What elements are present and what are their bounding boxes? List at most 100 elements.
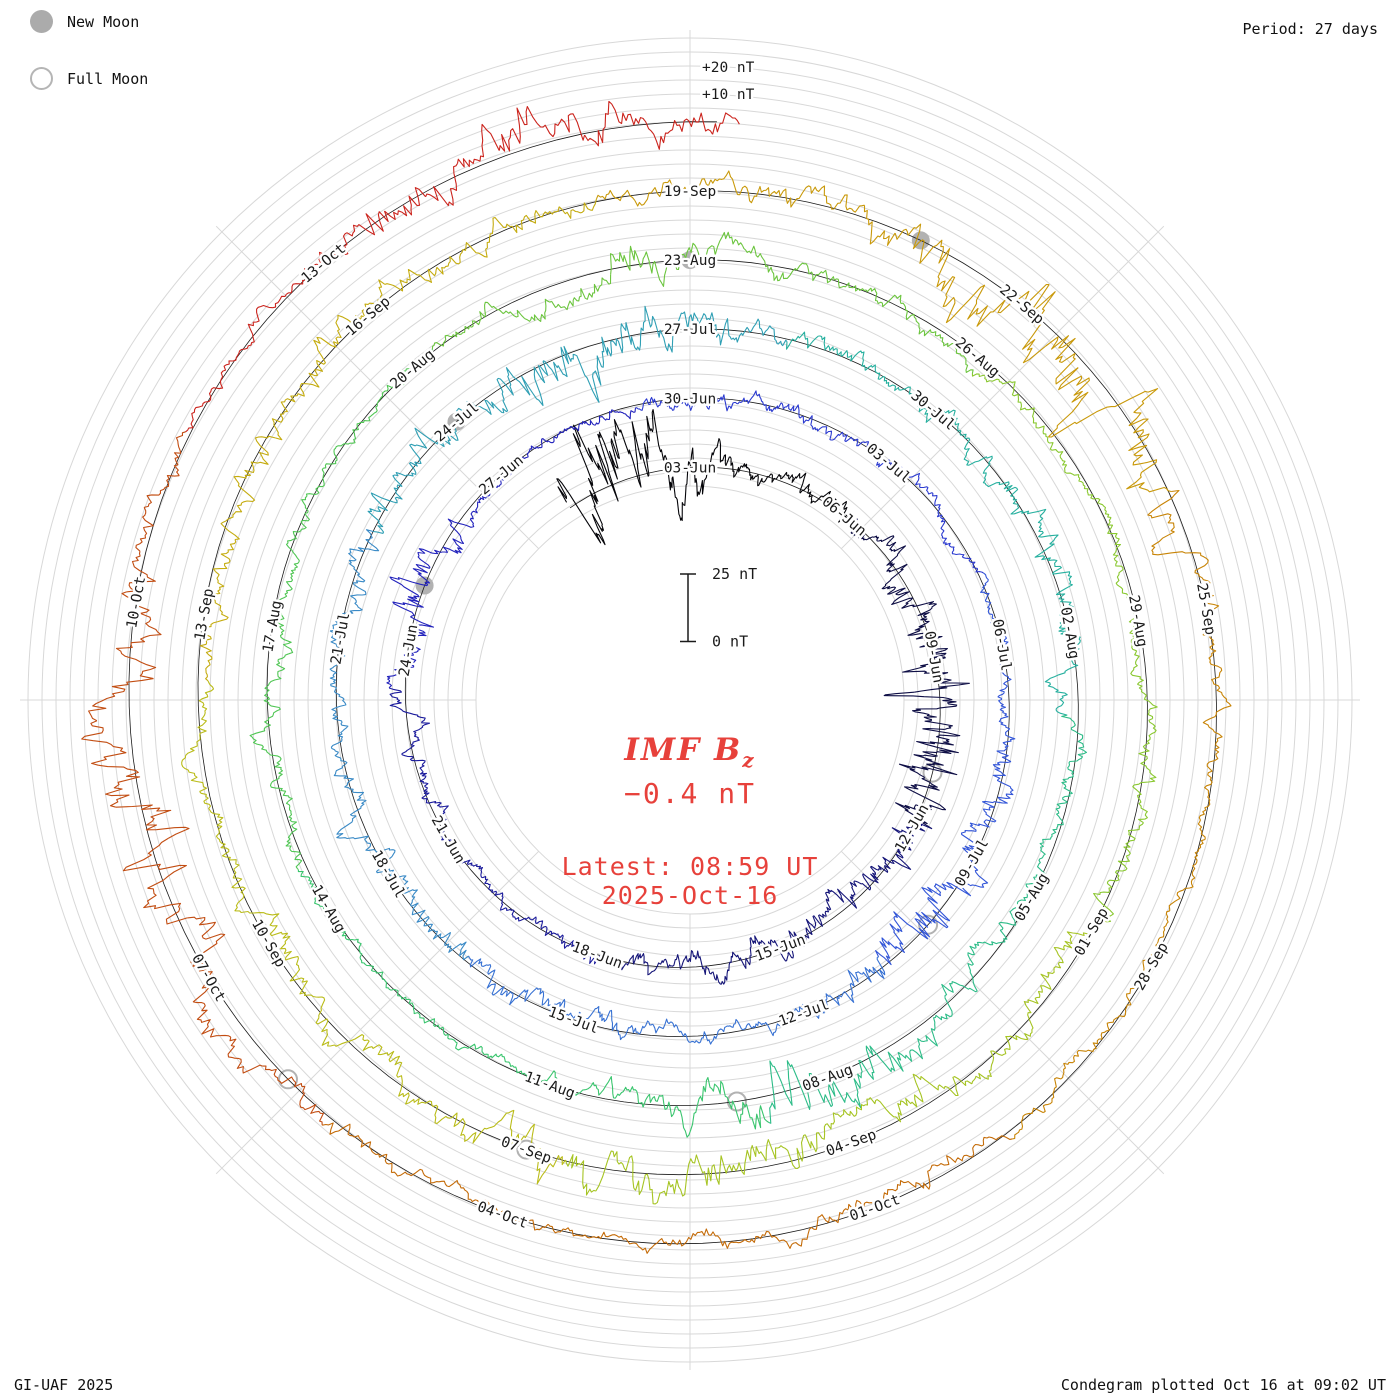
bz-trace-segment (741, 245, 773, 273)
bz-trace-segment (508, 1211, 549, 1231)
bz-trace-segment (870, 287, 902, 308)
grid-ring (405, 415, 975, 985)
bz-trace-segment (418, 1013, 445, 1033)
bz-trace-segment (1128, 616, 1138, 652)
bz-trace-segment (1053, 940, 1073, 971)
bz-trace-segment (398, 1089, 434, 1107)
date-label: 14-Aug (308, 882, 348, 935)
bz-trace-segment (822, 992, 845, 1011)
bz-trace-segment (233, 467, 256, 504)
bz-trace-segment (1123, 822, 1144, 856)
bz-trace-segment (1061, 714, 1084, 746)
bz-trace-segment (1052, 686, 1068, 716)
bz-trace-segment (969, 806, 997, 828)
grid-ring (167, 177, 1213, 1223)
bz-trace-segment (212, 539, 237, 572)
bz-trace-segment (733, 463, 752, 478)
bz-trace-segment (942, 540, 965, 558)
bz-trace-segment (1155, 910, 1170, 949)
bz-trace-segment (392, 601, 435, 628)
bz-trace-segment (287, 805, 298, 840)
bz-trace-segment (669, 112, 714, 135)
bz-trace-segment (828, 1078, 862, 1109)
bz-trace-segment (769, 402, 795, 413)
bz-trace-segment (181, 755, 208, 792)
plus10-nt-label: +10 nT (702, 87, 755, 103)
date-label: 27-Jun (476, 453, 526, 499)
bz-trace-segment (792, 404, 813, 426)
bz-trace-segment (704, 312, 732, 346)
bz-trace-segment (753, 935, 775, 952)
bz-trace-segment (659, 954, 681, 969)
bz-trace-segment (891, 822, 933, 837)
bz-trace-segment (996, 736, 1016, 763)
bz-trace-segment (1009, 381, 1029, 411)
bz-trace-segment (1142, 717, 1157, 753)
bz-trace-segment (584, 100, 627, 147)
bz-trace-segment (524, 298, 552, 322)
bz-trace-segment (613, 1086, 644, 1108)
bz-trace-segment (876, 535, 897, 552)
bz-trace-segment (652, 1018, 678, 1034)
bz-trace-segment (597, 419, 620, 480)
bz-trace-segment (88, 678, 154, 722)
bz-trace-segment (215, 824, 231, 861)
bz-trace-segment (1061, 772, 1074, 803)
chart-title: IMF Bz (440, 732, 940, 772)
bz-trace-segment (234, 893, 280, 920)
grid-ring (377, 387, 1003, 1013)
bz-trace-segment (786, 1060, 832, 1110)
bz-trace-segment (992, 761, 1012, 788)
bz-trace-segment (671, 178, 712, 194)
grid-ring (27, 37, 1353, 1363)
bz-trace-segment (376, 856, 407, 880)
bz-trace-segment (389, 576, 429, 604)
date-label: 12-Jul (777, 997, 832, 1030)
bz-trace-segment (284, 950, 308, 983)
bz-trace-segment (923, 329, 955, 348)
date-label: 03-Jul (863, 441, 913, 487)
bz-trace-segment (962, 845, 989, 885)
bz-trace-segment (419, 770, 429, 792)
bz-trace-segment (725, 1018, 752, 1031)
bz-trace-segment (584, 1076, 615, 1099)
bz-trace-segment (971, 373, 1011, 385)
bz-trace-segment (350, 582, 367, 612)
bz-trace-segment (346, 210, 389, 237)
bz-trace-segment (942, 284, 986, 324)
bz-trace-segment (972, 1135, 1013, 1154)
bz-trace-segment (494, 892, 509, 911)
bz-trace-segment (616, 421, 649, 488)
date-label: 28-Sep (1132, 940, 1172, 993)
bz-trace-segment (712, 112, 740, 135)
bz-trace-segment (1132, 784, 1148, 824)
date-label: 22-Sep (996, 282, 1046, 328)
date-label: 27-Jul (664, 322, 716, 338)
bz-trace-segment (672, 1086, 705, 1138)
bz-trace-segment (883, 691, 958, 710)
bz-trace-segment (900, 302, 924, 335)
bz-trace-segment (1039, 828, 1057, 856)
bz-trace-segment (249, 714, 274, 748)
grid-ring (223, 233, 1157, 1167)
bz-trace-segment (440, 805, 449, 830)
latest-time-label: Latest: 08:59 UT (561, 852, 819, 882)
bz-trace-segment (1133, 751, 1157, 786)
bz-trace-segment (663, 454, 684, 522)
bz-trace-segment (570, 420, 595, 432)
bz-trace-segment (285, 263, 318, 295)
bz-trace-segment (450, 847, 471, 864)
bz-trace-segment (785, 331, 819, 350)
bz-trace-segment (799, 483, 816, 504)
bz-trace-segment (737, 937, 755, 969)
bz-trace-segment (323, 443, 345, 469)
bz-trace-segment (122, 837, 187, 889)
bz-trace-segment (774, 1134, 806, 1170)
bz-trace-segment (425, 163, 458, 207)
bz-trace-segment (278, 590, 289, 622)
date-label: 04-Sep (824, 1127, 879, 1160)
bz-trace-segment (886, 545, 908, 573)
date-label: 30-Jun (664, 391, 716, 407)
bz-trace-segment (561, 940, 581, 953)
